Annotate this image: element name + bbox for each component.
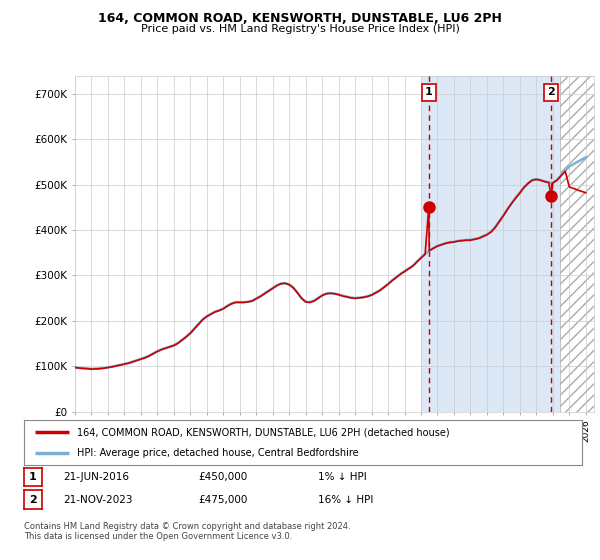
Text: £475,000: £475,000 (198, 494, 247, 505)
Text: 1: 1 (425, 87, 433, 97)
Text: £450,000: £450,000 (198, 472, 247, 482)
Text: 164, COMMON ROAD, KENSWORTH, DUNSTABLE, LU6 2PH: 164, COMMON ROAD, KENSWORTH, DUNSTABLE, … (98, 12, 502, 25)
Text: 1% ↓ HPI: 1% ↓ HPI (318, 472, 367, 482)
Text: 16% ↓ HPI: 16% ↓ HPI (318, 494, 373, 505)
Text: 21-JUN-2016: 21-JUN-2016 (63, 472, 129, 482)
Text: 1: 1 (29, 472, 37, 482)
Text: Contains HM Land Registry data © Crown copyright and database right 2024.
This d: Contains HM Land Registry data © Crown c… (24, 522, 350, 542)
Text: 21-NOV-2023: 21-NOV-2023 (63, 494, 133, 505)
Text: Price paid vs. HM Land Registry's House Price Index (HPI): Price paid vs. HM Land Registry's House … (140, 24, 460, 34)
Bar (421, 76, 560, 412)
Text: 2: 2 (29, 494, 37, 505)
Text: 2: 2 (547, 87, 555, 97)
Text: 164, COMMON ROAD, KENSWORTH, DUNSTABLE, LU6 2PH (detached house): 164, COMMON ROAD, KENSWORTH, DUNSTABLE, … (77, 427, 449, 437)
Text: HPI: Average price, detached house, Central Bedfordshire: HPI: Average price, detached house, Cent… (77, 447, 359, 458)
